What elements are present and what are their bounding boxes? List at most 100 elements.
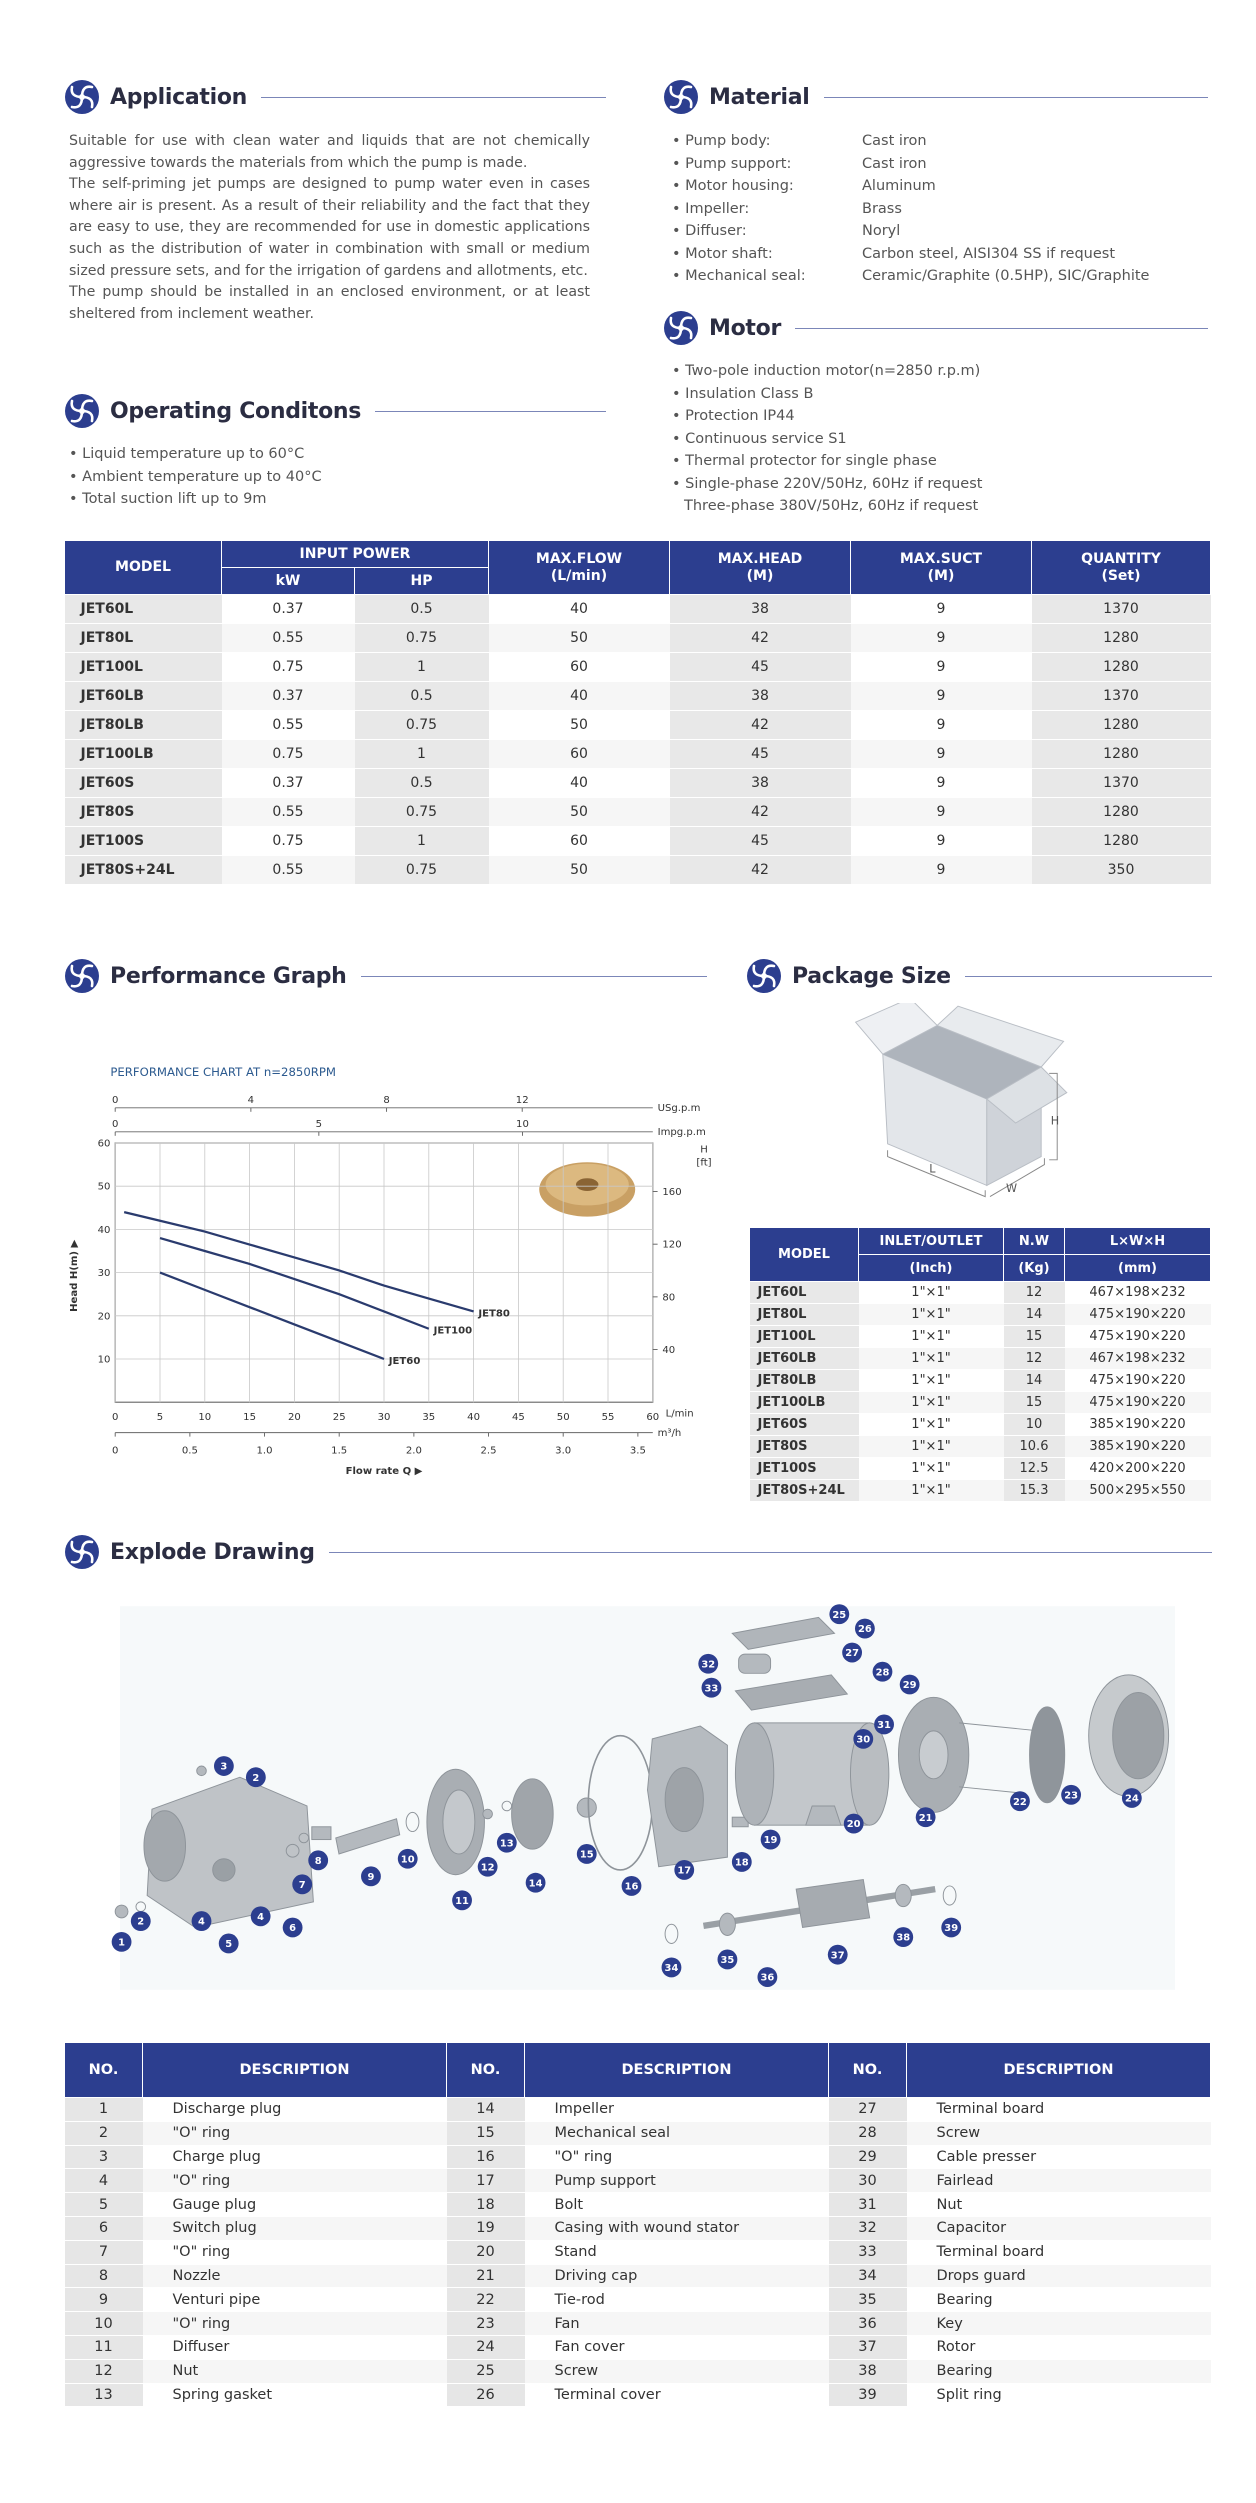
header-cell: NO. [446,2042,525,2098]
secondary-tick-label: 2.5 [481,1445,497,1456]
y-tick-label: 60 [98,1139,111,1150]
table-cell: 38 [669,681,851,711]
table-row: JET100L 1"×1" 15 475×190×220 [749,1325,1211,1348]
table-cell: 0.75 [354,623,489,653]
table-cell: JET100L [749,1325,859,1348]
table-cell: 1 [64,2097,143,2122]
callout-badge [874,1714,894,1735]
table-row: 1 Discharge plug 14 Impeller 27 Terminal boar… [64,2097,1211,2122]
table-row: JET60LB 0.37 0.5 40 38 9 1370 [64,681,1211,711]
table-cell: 9 [850,652,1032,682]
header-cell: kW [221,567,355,595]
table-cell: 50 [488,855,670,885]
table-row: 7 "O" ring 20 Stand 33 Terminal board [64,2240,1211,2265]
callout-number: 20 [847,1819,861,1830]
table-cell: JET80L [64,623,222,653]
material-row: Motor shaft:Carbon steel, AISI304 SS if … [672,243,1149,266]
table-cell: 45 [669,826,851,856]
series-line [123,1211,474,1313]
table-cell: JET60L [64,594,222,624]
table-cell: 475×190×220 [1064,1325,1211,1348]
chart-title: PERFORMANCE CHART AT n=2850RPM [110,1065,336,1079]
heading-rule [261,96,606,98]
table-cell: 42 [669,797,851,827]
section-heading: Operating Conditons [64,393,606,429]
table-cell: 10.6 [1003,1435,1065,1458]
table-row: 10 "O" ring 23 Fan 36 Key [64,2311,1211,2336]
table-cell: 10 [64,2311,143,2336]
callout-number: 35 [721,1955,735,1966]
heading-text: Motor [709,315,781,341]
paragraph: The pump should be installed in an enclo… [69,284,590,322]
material-row: Impeller:Brass [672,198,1149,221]
table-cell: 0.5 [354,768,489,798]
callout-badge [452,1890,472,1911]
table-cell: 0.75 [354,855,489,885]
table-cell: 38 [828,2359,907,2384]
package-table: MODEL INLET/OUTLET N.W L×W×H (Inch) (Kg) (mm) J… [749,1227,1211,1502]
header-cell: MODEL [749,1227,859,1282]
callout-badge [661,1957,682,1978]
table-row: 12 Nut 25 Screw 38 Bearing [64,2359,1211,2384]
table-cell: 9 [850,623,1032,653]
table-row: 11 Diffuser 24 Fan cover 37 Rotor [64,2335,1211,2360]
table-cell: JET100S [749,1457,859,1480]
table-body: 1 Discharge plug 14 Impeller 27 Terminal boar… [64,2097,1211,2408]
callout-badge [941,1917,962,1938]
table-row: JET80S+24L 0.55 0.75 50 42 9 350 [64,855,1211,885]
table-cell: JET80S [749,1435,859,1458]
table-row: JET100S 1"×1" 12.5 420×200×220 [749,1457,1211,1480]
header-cell: (Kg) [1003,1254,1065,1282]
header-cell: (mm) [1064,1254,1211,1282]
callout-number: 2 [137,1917,144,1928]
icon-hub [79,1549,85,1555]
table-cell: 8 [64,2264,143,2289]
callout-badge [717,1949,738,1970]
performance-chart: PERFORMANCE CHART AT n=2850RPM 0 5 10 15 20 25… [69,1065,712,1477]
table-cell: 1"×1" [858,1281,1004,1304]
table-cell: 17 [446,2168,525,2194]
table-cell: Gauge plug [142,2192,447,2217]
table-cell: JET60S [749,1413,859,1436]
secondary-axis-unit: m³/h [658,1428,682,1439]
table-row: 6 Switch plug 19 Casing with wound stator 32… [64,2216,1211,2241]
table-cell: JET80S+24L [749,1479,859,1502]
callout-number: 17 [677,1866,691,1877]
table-cell: 0.5 [354,681,489,711]
table-cell: Charge plug [142,2145,447,2170]
table-cell: 40 [488,768,670,798]
table-cell: 4 [64,2168,143,2194]
secondary-tick-label: 4 [248,1095,254,1106]
table-cell: 385×190×220 [1064,1413,1211,1436]
callout-number: 26 [858,1624,872,1635]
y2-axis-label: H [700,1145,708,1156]
x-tick-label: 60 [646,1412,659,1423]
table-cell: 475×190×220 [1064,1369,1211,1392]
x-tick-label: 35 [422,1412,435,1423]
y-tick-label: 40 [98,1225,111,1236]
callout-number: 39 [944,1923,958,1934]
table-cell: 1"×1" [858,1369,1004,1392]
table-cell: Split ring [906,2383,1211,2408]
y-axis-label: Head H(m) ▶ [69,1239,80,1311]
table-cell: 18 [446,2192,525,2217]
callout-badge [854,1618,875,1639]
callout-number: 28 [876,1667,890,1678]
table-cell: 1280 [1031,623,1211,653]
table-cell: 11 [64,2335,143,2360]
table-cell: 32 [828,2216,907,2241]
material-value: Cast iron [862,133,927,149]
series-line [159,1236,430,1330]
x-tick-label: 10 [198,1412,211,1423]
table-cell: JET60L [749,1281,859,1304]
table-cell: "O" ring [524,2145,829,2170]
table-cell: Diffuser [142,2335,447,2360]
table-cell: Terminal board [906,2097,1211,2122]
table-cell: Cable presser [906,2145,1211,2170]
table-cell: 12 [1003,1281,1065,1304]
table-row: JET80LB 1"×1" 14 475×190×220 [749,1369,1211,1392]
table-cell: 1"×1" [858,1391,1004,1414]
material-label: Diffuser: [672,220,862,243]
table-cell: 0.55 [221,710,355,740]
